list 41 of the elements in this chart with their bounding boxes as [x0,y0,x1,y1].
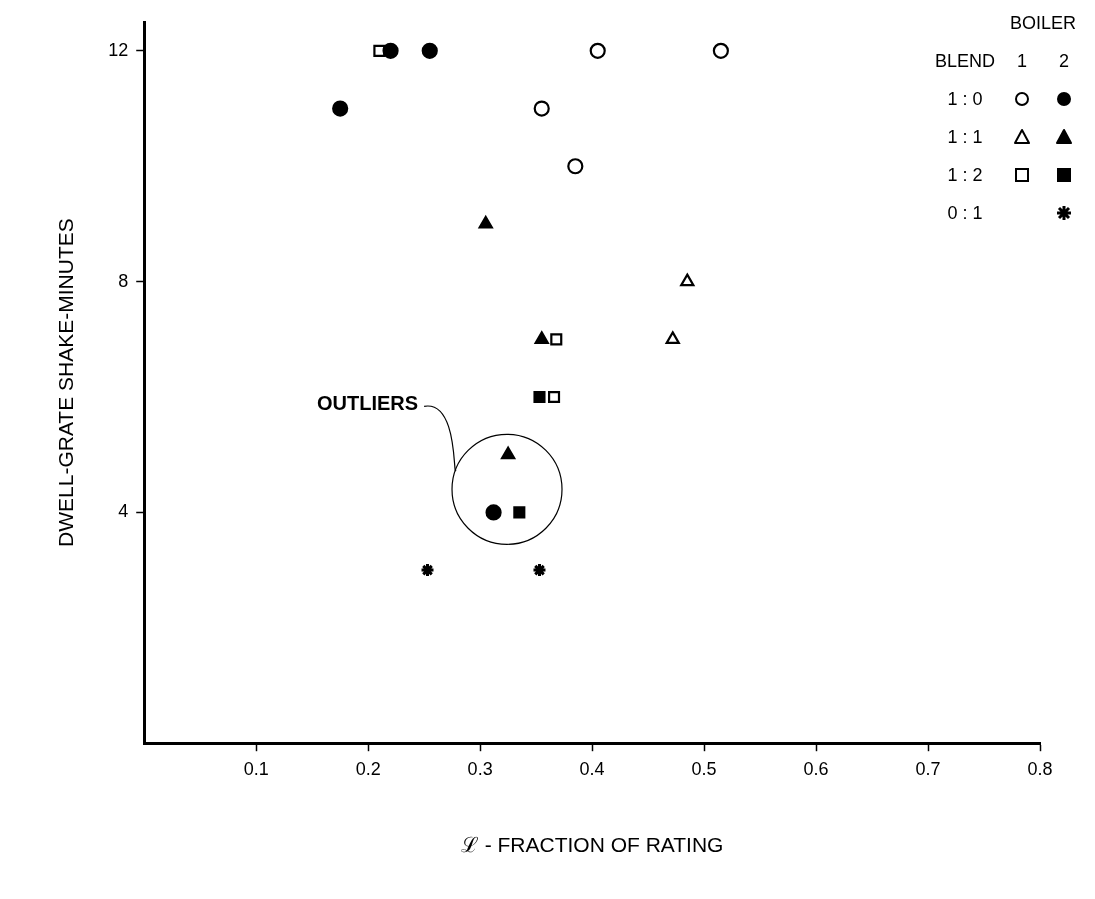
point [485,504,502,521]
x-axis-title: ℒ - FRACTION OF RATING [460,833,724,857]
x-tick-label: 0.2 [355,758,381,779]
annotation: BLEND [933,49,996,73]
point [382,42,399,59]
point [533,390,546,404]
point [534,331,549,344]
x-tick-label: 0.1 [243,758,269,779]
annotation: 1 [1016,49,1028,73]
y-axis-title: DWELL-GRATE SHAKE-MINUTES [54,218,78,547]
point [500,446,516,460]
y-tick-label: 12 [108,39,129,60]
point [332,100,349,117]
y-tick-label: 8 [118,270,129,291]
y-tick-label: 4 [118,501,129,522]
legend-label: 1 : 0 [946,87,984,111]
point [533,100,550,117]
x-tick-label: 0.5 [691,758,717,779]
point [712,42,729,59]
point [547,390,561,404]
point [421,42,438,59]
point [550,333,563,346]
x-tick-label: 0.8 [1027,758,1053,779]
point [420,562,436,578]
legend-title: BOILER [1009,11,1077,35]
point [665,331,680,344]
text: 0 : 1 [946,201,984,225]
x-tick-label: 0.7 [915,758,941,779]
point [680,273,695,287]
legend-label: 1 : 1 [946,125,984,149]
x-tick-label: 0.6 [803,758,829,779]
x-tick-label: 0.3 [467,758,493,779]
legend-label: 1 : 2 [946,163,984,187]
annotation: OUTLIERS [317,391,419,414]
point [567,158,584,175]
point [589,42,606,59]
x-tick-label: 0.4 [579,758,605,779]
point [531,562,547,578]
point [478,215,493,229]
point [513,506,526,519]
text: 2 [1058,49,1070,73]
